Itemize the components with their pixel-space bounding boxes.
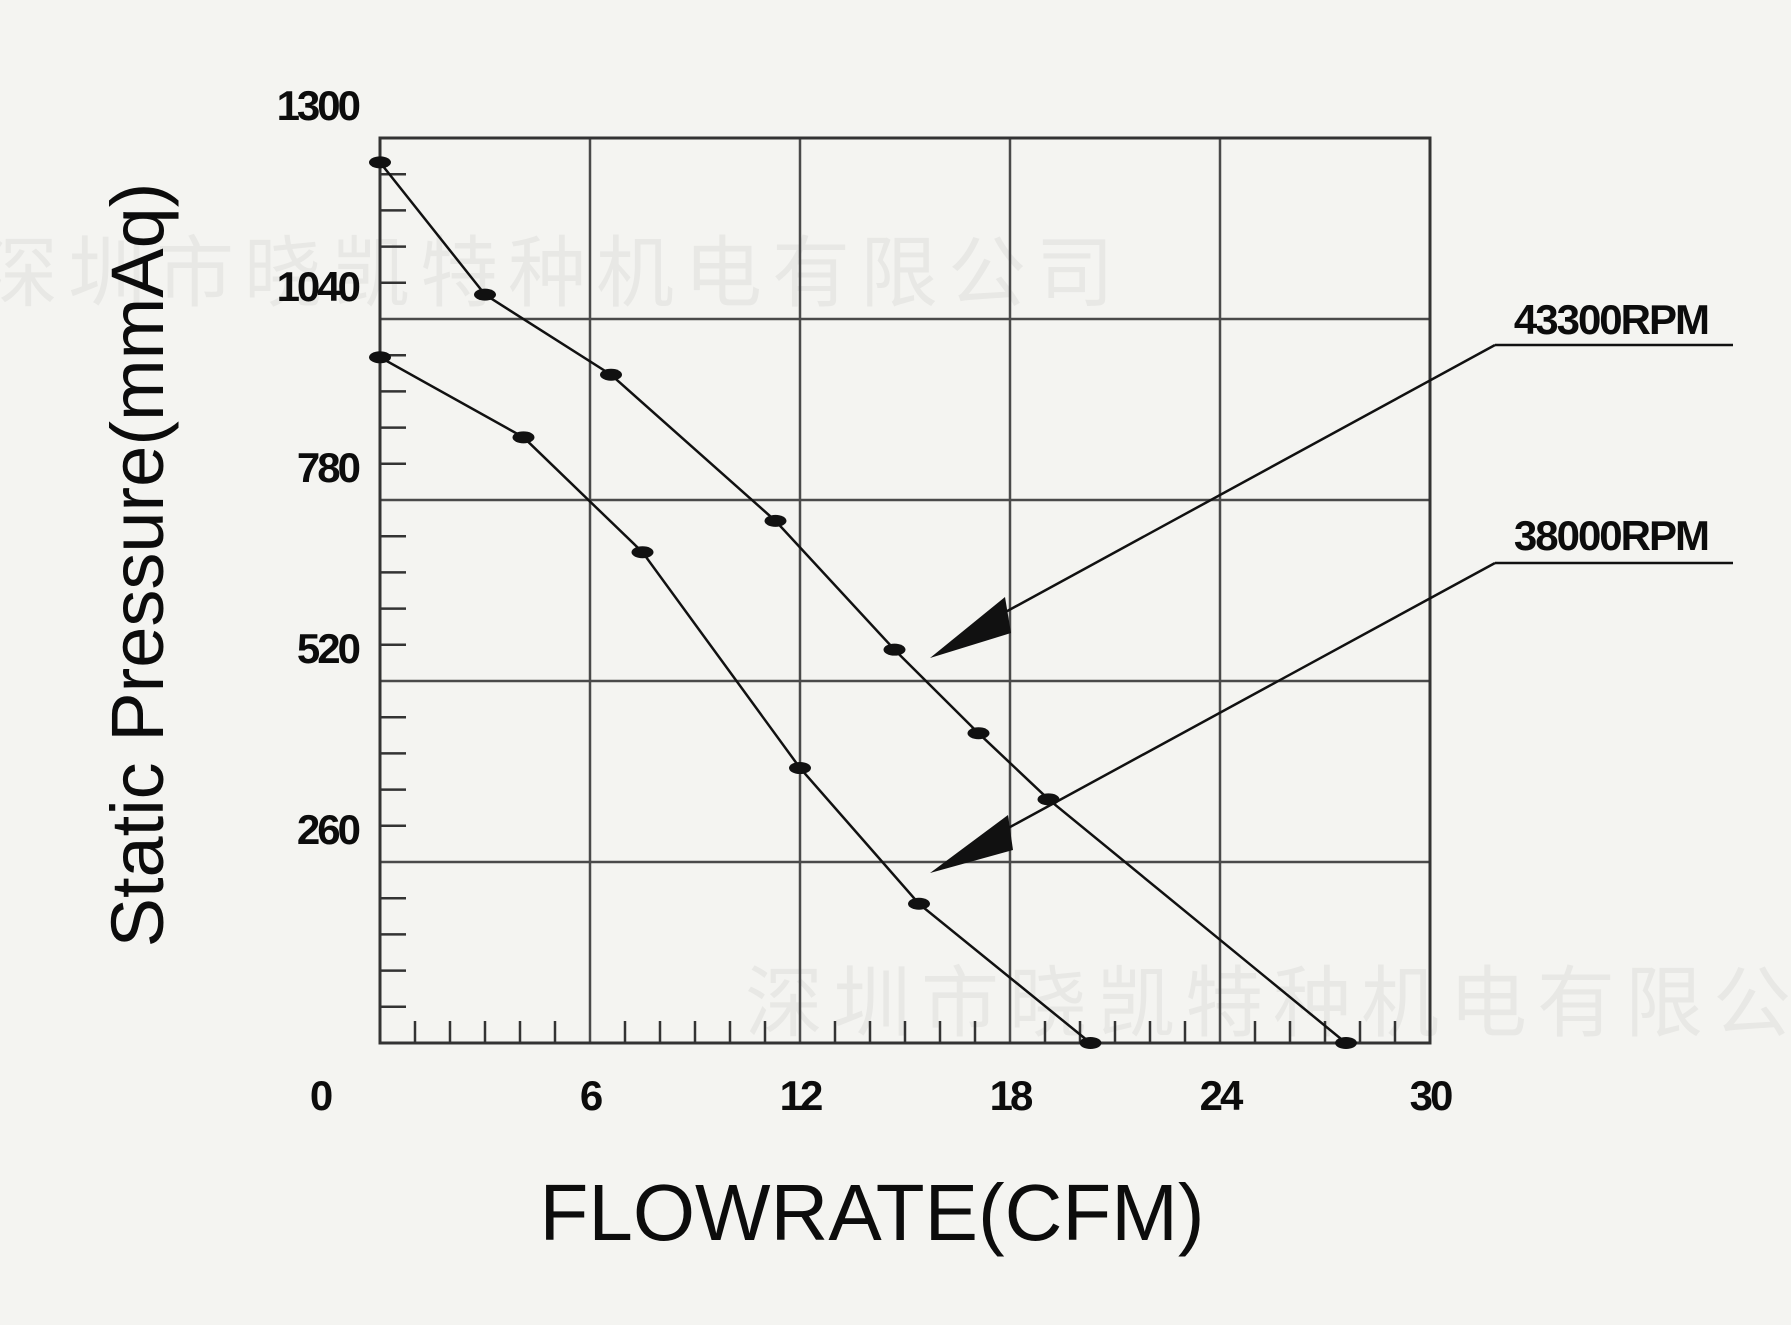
series-point-43300RPM	[1037, 793, 1060, 806]
series-point-38000RPM	[512, 431, 535, 444]
legend-label-38000RPM: 38000RPM	[1514, 512, 1708, 559]
series-lines	[379, 161, 1347, 1044]
y-axis-title: Static Pressure(mmAq)	[96, 183, 179, 948]
series-point-38000RPM	[1079, 1037, 1102, 1049]
watermark-top: 深圳市晓凯特种机电有限公司	[0, 229, 1124, 319]
series-point-43300RPM	[967, 727, 990, 740]
series-point-43300RPM	[883, 643, 906, 656]
x-tick-label-0: 0	[310, 1072, 332, 1119]
y-tick-labels: 260 520 780 1040 1300	[277, 82, 363, 853]
series-point-38000RPM	[631, 546, 654, 559]
series-markers	[369, 156, 1357, 1049]
series-point-43300RPM	[1335, 1037, 1357, 1049]
series-point-38000RPM	[369, 351, 391, 364]
series-line-38000RPM	[379, 356, 1092, 1044]
legend-leader-line	[999, 343, 1496, 617]
minor-ticks	[380, 172, 1397, 1043]
legend-arrowhead	[930, 815, 1013, 873]
x-tick-label-12: 12	[780, 1072, 822, 1119]
x-tick-label-6: 6	[580, 1072, 602, 1119]
series-point-38000RPM	[908, 897, 930, 910]
series-point-38000RPM	[789, 762, 811, 775]
watermark-bottom: 深圳市晓凯特种机电有限公司	[745, 959, 1791, 1049]
y-tick-label-780: 780	[297, 444, 360, 491]
grid	[380, 138, 1430, 1043]
x-tick-label-30: 30	[1410, 1072, 1452, 1119]
y-tick-label-520: 520	[297, 625, 360, 672]
series-line-43300RPM	[379, 161, 1347, 1044]
plot-frame	[378, 136, 1432, 1045]
x-tick-labels: 0 6 12 18 24 30	[310, 1072, 1455, 1119]
series-point-43300RPM	[474, 288, 496, 301]
x-tick-label-18: 18	[990, 1072, 1033, 1119]
legend-leader-line	[999, 561, 1496, 834]
x-tick-label-24: 24	[1200, 1072, 1244, 1119]
series-point-43300RPM	[369, 156, 391, 169]
y-tick-label-1040: 1040	[277, 263, 360, 310]
y-tick-label-1300: 1300	[277, 82, 360, 129]
legend: 43300RPM 38000RPM	[930, 296, 1733, 873]
series-point-43300RPM	[600, 368, 622, 381]
legend-label-43300RPM: 43300RPM	[1514, 296, 1708, 343]
y-tick-label-260: 260	[297, 806, 360, 853]
x-axis-title: FLOWRATE(CFM)	[539, 1168, 1204, 1257]
series-point-43300RPM	[764, 514, 787, 527]
legend-arrowhead	[930, 597, 1011, 658]
